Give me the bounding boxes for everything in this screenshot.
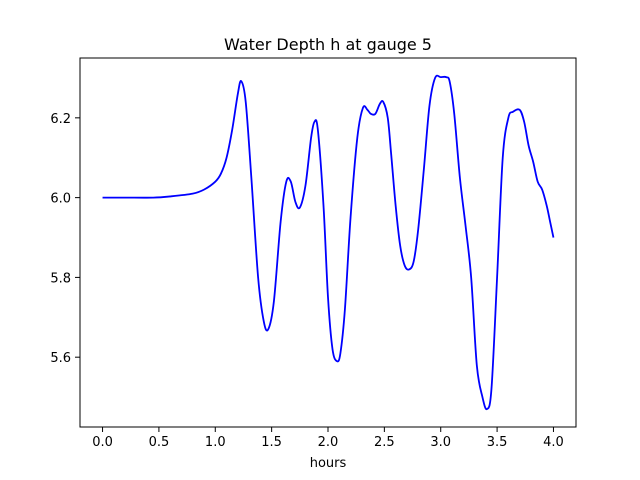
series-layer [102,74,555,411]
axes-layer: 0.0 0.5 1.0 1.5 2.0 2.5 3.0 3.5 4.0 5.6 5.8 6.0 6.2 [50,57,577,450]
x-tick-label: 1.5 [261,435,282,450]
x-tick-label: 3.5 [487,435,508,450]
x-tick-label: 2.0 [318,435,339,450]
x-tick-label: 4.0 [543,435,564,450]
x-tick-label: 3.0 [430,435,451,450]
x-tick-label: 0.5 [149,435,170,450]
x-tick-label: 1.0 [205,435,226,450]
plot-area [80,58,576,427]
x-tick-label: 0.0 [92,435,113,450]
y-tick-label: 6.2 [50,112,71,127]
y-tick-label: 5.8 [50,271,71,286]
x-tick-label: 2.5 [374,435,395,450]
series-line-0 [102,74,555,411]
x-axis-label: hours [310,456,347,471]
chart-title: Water Depth h at gauge 5 [224,35,432,54]
y-tick-label: 5.6 [50,351,71,366]
y-tick-label: 6.0 [50,192,71,207]
